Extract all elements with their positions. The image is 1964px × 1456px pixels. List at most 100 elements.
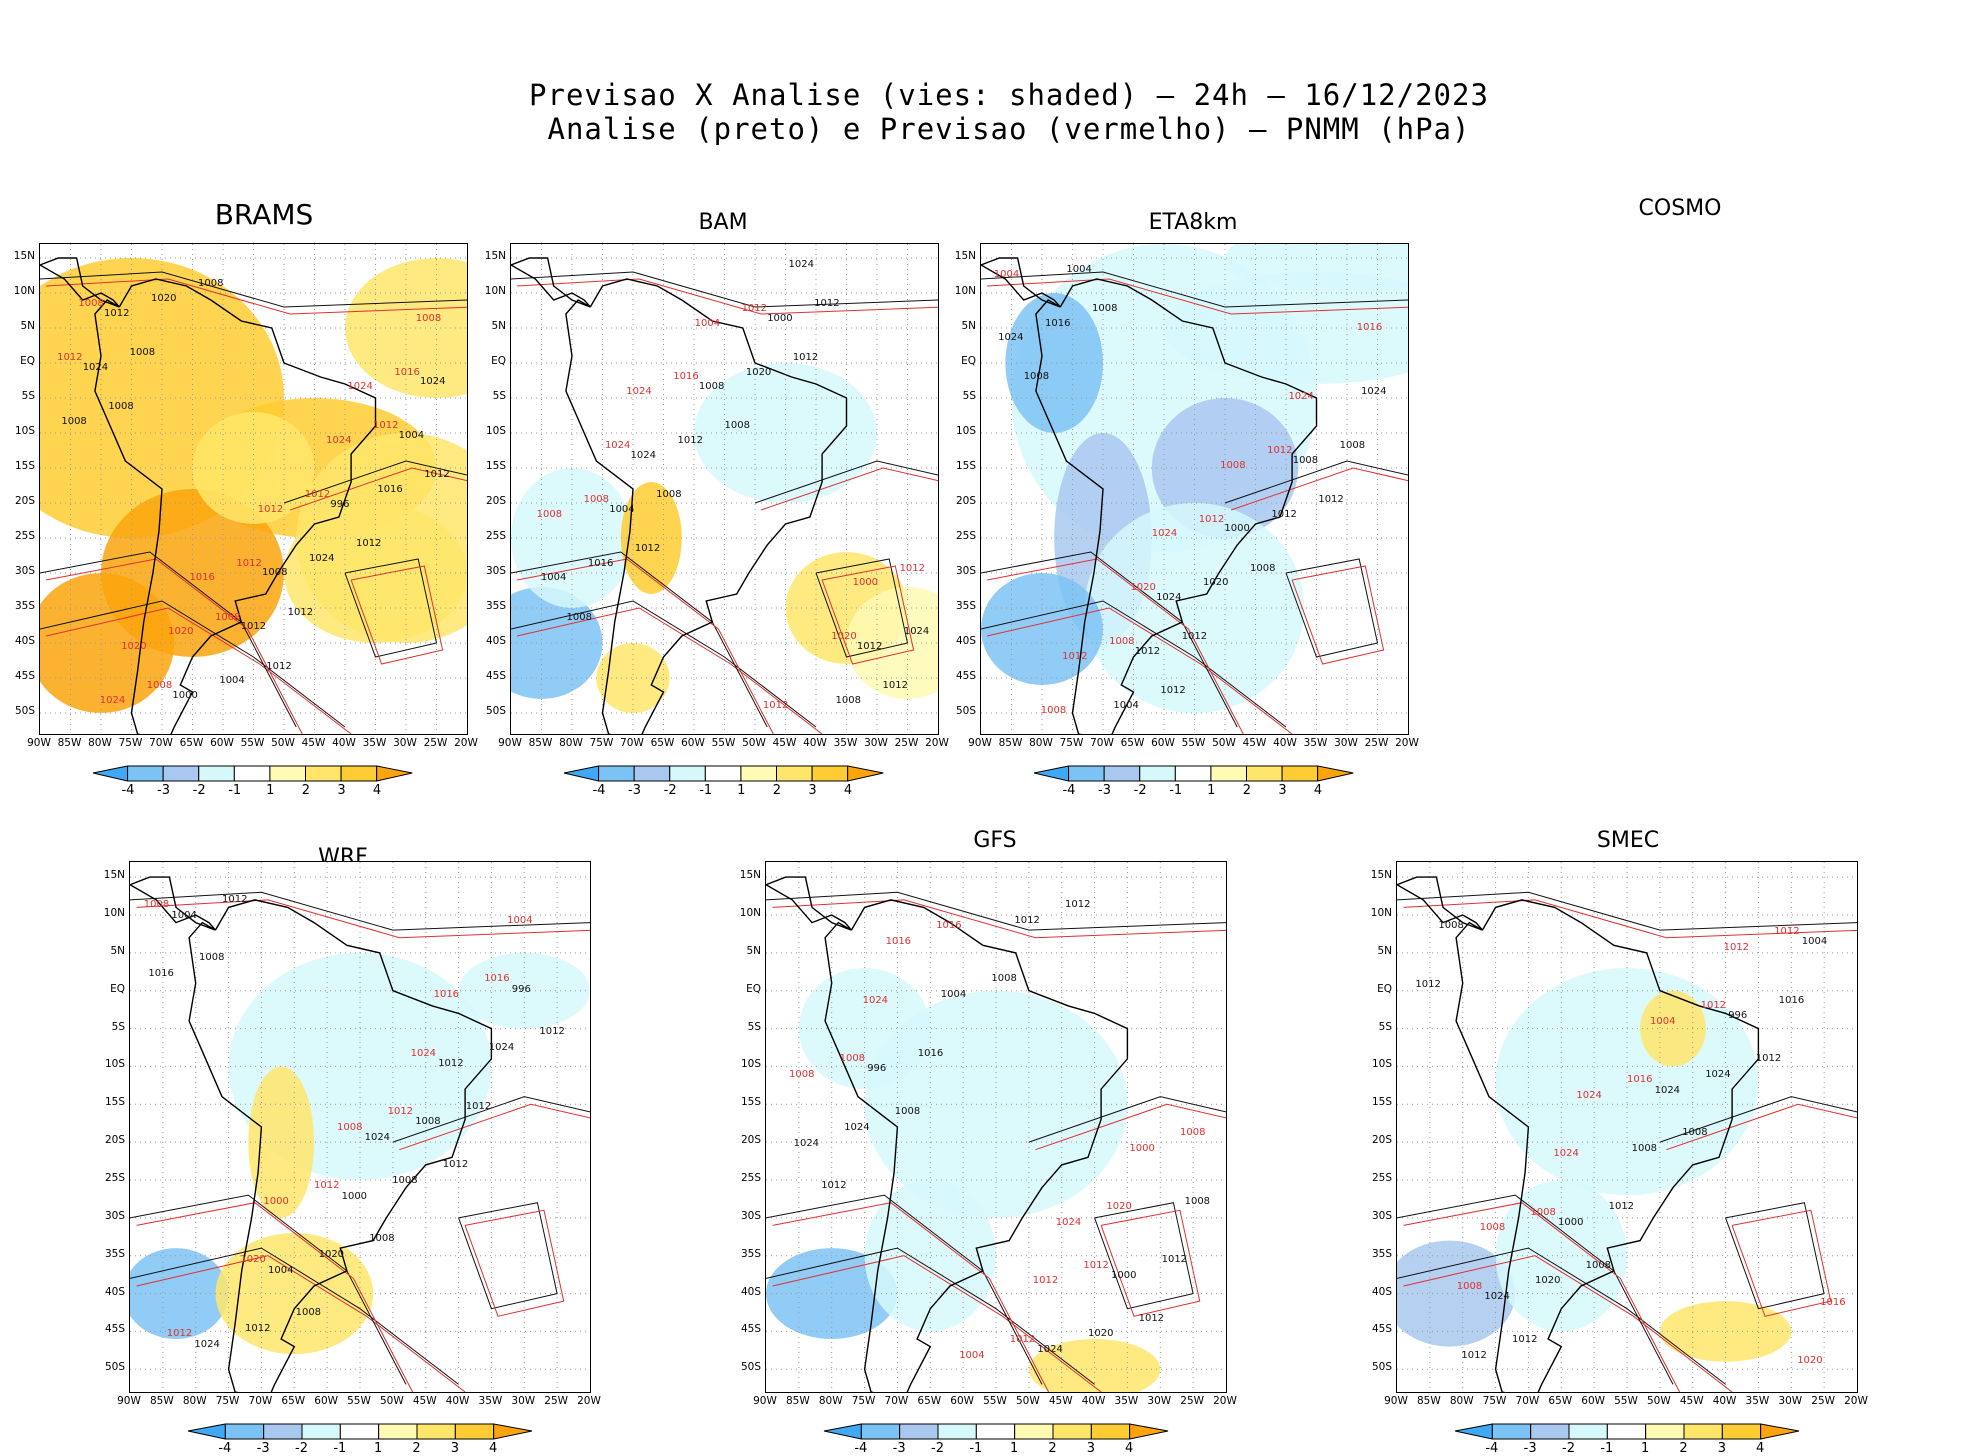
isobar-label: 1008	[839, 1052, 866, 1064]
colorbar-smec	[1454, 1423, 1799, 1440]
isobar-label: 1024	[626, 386, 652, 398]
colorbar-swatch	[127, 765, 165, 782]
colorbar-label: 4	[1125, 1441, 1134, 1456]
isobar-label: 1024	[364, 1132, 391, 1144]
lat-tick-label: 5S	[1378, 1020, 1392, 1033]
lon-tick-label: 30W	[393, 737, 417, 749]
colorbar-swatch	[1128, 1423, 1168, 1440]
isobar-label: 1008	[1585, 1259, 1612, 1271]
lat-tick-label: 15S	[485, 460, 506, 472]
map-smec	[1397, 862, 1857, 1392]
isobar-label: 996	[511, 983, 531, 995]
lon-tick-label: 70W	[884, 1395, 909, 1407]
colorbar-label: -3	[256, 1441, 270, 1456]
isobar-label: 1016	[936, 920, 962, 932]
lat-tick-label: 15S	[1371, 1096, 1392, 1109]
colorbar-label: 1	[266, 783, 275, 798]
isobar-label: 1012	[1512, 1333, 1538, 1345]
isobar-label: 1008	[789, 1068, 815, 1080]
lon-tick-label: 85W	[1416, 1395, 1441, 1407]
lat-tick-label: 50S	[740, 1361, 761, 1374]
colorbar-label: -2	[1133, 783, 1147, 798]
lon-tick-label: 70W	[248, 1395, 273, 1407]
lat-tick-label: 10S	[104, 1058, 125, 1071]
isobar-label: 1004	[1113, 699, 1139, 711]
isobar-label: 1020	[121, 640, 147, 652]
isobar-label: 1016	[1820, 1296, 1846, 1308]
lat-tick-label: 40S	[14, 635, 35, 647]
lon-tick-label: 90W	[1384, 1395, 1408, 1407]
isobar-label: 1020	[1797, 1354, 1823, 1366]
lon-tick-label: 25W	[1811, 1395, 1836, 1407]
colorbar-label: 4	[489, 1441, 498, 1456]
isobar-label: 1012	[1608, 1201, 1635, 1213]
isobar-label: 1012	[104, 307, 130, 319]
lon-tick-label: 20W	[577, 1395, 601, 1407]
isobar-label: 1012	[1083, 1259, 1109, 1271]
lon-tick-label: 45W	[1048, 1395, 1073, 1407]
colorbar-swatch	[1491, 1423, 1531, 1440]
lon-tick-label: 30W	[511, 1395, 536, 1407]
lat-tick-label: 25S	[14, 530, 35, 542]
isobar-label: 1012	[741, 302, 768, 314]
isobar-label: 1008	[566, 611, 592, 623]
figure-title-line2: Analise (preto) e Previsao (vermelho) – …	[547, 112, 1471, 146]
lat-tick-label: 10N	[484, 285, 506, 297]
lat-tick-label: 50S	[485, 705, 506, 717]
isobar-label: 1024	[630, 449, 656, 461]
isobar-label: 1008	[295, 1307, 322, 1319]
colorbar-swatch	[1013, 1423, 1054, 1440]
lon-tick-label: 25W	[544, 1395, 569, 1407]
colorbar-swatch	[301, 1423, 341, 1440]
isobar-label: 1000	[172, 689, 198, 701]
isobar-label: 1012	[634, 542, 661, 554]
lon-tick-label: 90W	[753, 1395, 777, 1407]
lat-tick-label: 5S	[21, 390, 35, 402]
isobar-label: 1020	[1535, 1275, 1561, 1287]
isobar-label: 1012	[314, 1180, 340, 1191]
coastline	[130, 876, 493, 1392]
isobar-label: 1012	[1415, 978, 1441, 990]
lon-tick-label: 30W	[1778, 1395, 1803, 1407]
colorbar-swatch	[1529, 1423, 1569, 1440]
colorbar-swatch	[187, 1423, 226, 1440]
lat-tick-label: 10N	[103, 907, 125, 919]
colorbar-label: 3	[808, 783, 817, 798]
lon-tick-label: 60W	[950, 1395, 975, 1407]
isobar-label: 1020	[1106, 1201, 1132, 1213]
lon-tick-label: 35W	[1303, 737, 1328, 749]
isobar-label: 1004	[268, 1264, 294, 1276]
lat-tick-label: 10N	[1370, 907, 1392, 919]
lon-tick-label: 90W	[117, 1395, 141, 1407]
colorbar-label: -4	[1062, 783, 1076, 798]
isobar-label: 1012	[814, 297, 840, 309]
isobar-label: 1020	[318, 1248, 345, 1260]
isobar-label: 1024	[1654, 1084, 1681, 1096]
isobar-label: 1012	[1134, 645, 1161, 657]
isobar-label: 1012	[1755, 1052, 1782, 1064]
lat-tick-label: 25S	[485, 530, 506, 542]
isobar-label: 1012	[1160, 685, 1186, 696]
isobar-label: 1024	[998, 332, 1024, 344]
lat-tick-label: 45S	[485, 670, 506, 682]
lat-tick-label: 5N	[746, 944, 761, 957]
lon-tick-label: 30W	[1147, 1395, 1172, 1407]
isobar-label: 1024	[1553, 1148, 1579, 1160]
lon-tick-label: 60W	[1581, 1395, 1606, 1407]
isobar-label: 1024	[1576, 1089, 1602, 1101]
lon-tick-label: 50W	[742, 737, 766, 749]
bias-shade	[1640, 990, 1706, 1067]
isobar-label: 1004	[1650, 1015, 1676, 1027]
isobar-label: 1008	[1438, 920, 1464, 932]
lon-tick-label: 40W	[1273, 737, 1297, 749]
isobar-label: 1016	[587, 557, 614, 569]
lat-tick-label: 40S	[955, 635, 976, 647]
lat-tick-label: 30S	[955, 565, 976, 577]
isobar-label: 1012	[856, 640, 883, 652]
isobar-label: 1024	[1037, 1344, 1063, 1356]
isobar-label: 1012	[821, 1180, 847, 1191]
lat-tick-label: 20S	[485, 495, 506, 507]
lat-tick-label: 40S	[104, 1285, 125, 1298]
map-gfs	[766, 862, 1226, 1392]
isobar-label: 1012	[1009, 1333, 1036, 1345]
